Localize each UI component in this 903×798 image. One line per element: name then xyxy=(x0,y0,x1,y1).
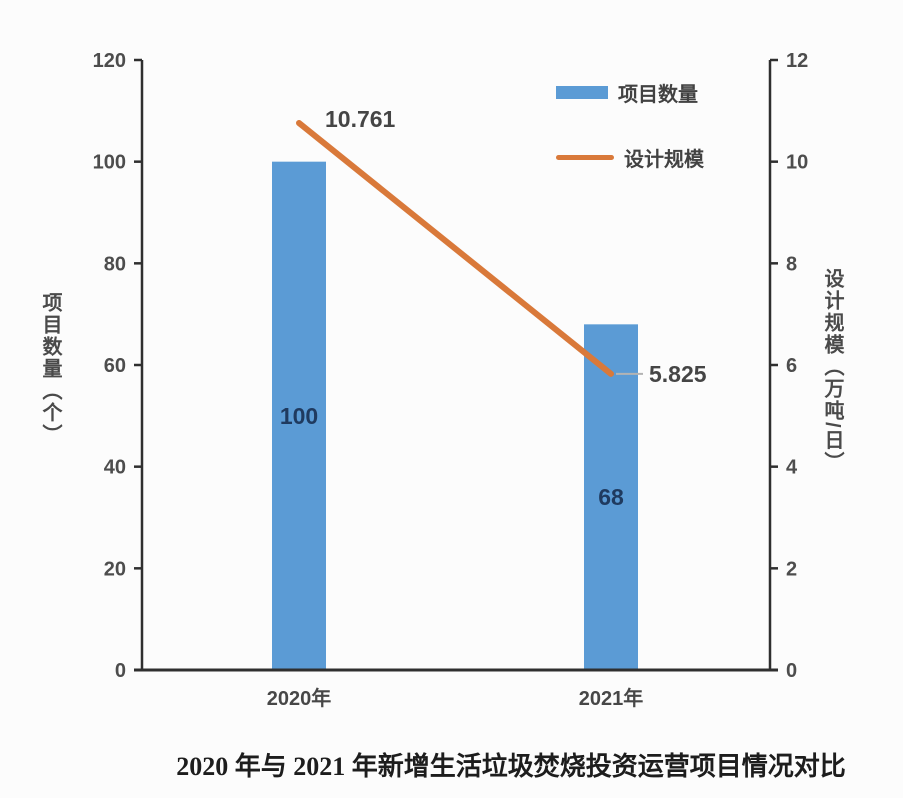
right-axis-tick-label: 10 xyxy=(786,152,808,174)
chart-caption: 2020 年与 2021 年新增生活垃圾焚烧投资运营项目情况对比 xyxy=(176,752,846,781)
line-value-label: 10.761 xyxy=(325,106,396,132)
left-axis-tick-label: 80 xyxy=(104,253,126,275)
right-axis-tick-label: 12 xyxy=(786,50,808,72)
legend-label-scale: 设计规模 xyxy=(624,149,704,171)
legend-item-scale: 设计规模 xyxy=(556,143,704,172)
legend-item-projects: 项目数量 xyxy=(556,78,704,107)
x-axis-label: 2021年 xyxy=(579,686,644,710)
bar-value-label: 68 xyxy=(598,484,624,510)
left-axis-tick-label: 0 xyxy=(115,660,126,682)
left-axis-tick-label: 40 xyxy=(104,457,126,479)
x-axis-label: 2020年 xyxy=(267,686,332,710)
right-axis-tick-label: 2 xyxy=(786,558,797,580)
bar-swatch-icon xyxy=(556,86,608,99)
bar-2020年 xyxy=(272,161,326,670)
line-swatch-icon xyxy=(556,155,614,160)
bar-value-label: 100 xyxy=(280,403,318,429)
legend-label-projects: 项目数量 xyxy=(618,84,698,106)
left-axis-tick-label: 60 xyxy=(104,355,126,377)
right-axis-tick-label: 4 xyxy=(786,457,798,479)
line-value-label: 5.825 xyxy=(649,361,707,387)
right-axis-title: 设计规模（万吨/日） xyxy=(821,268,843,474)
right-axis-tick-label: 6 xyxy=(786,355,797,377)
right-axis-tick-label: 8 xyxy=(786,253,797,275)
design-scale-line xyxy=(296,119,614,377)
left-axis-title: 项目数量（个） xyxy=(39,292,61,446)
legend: 项目数量 设计规模 xyxy=(556,78,704,172)
right-axis-tick-label: 0 xyxy=(786,660,797,682)
left-axis-tick-label: 100 xyxy=(93,152,126,174)
left-axis-tick-label: 120 xyxy=(93,50,126,72)
bar-2021年 xyxy=(584,324,638,670)
left-axis-tick-label: 20 xyxy=(104,558,126,580)
